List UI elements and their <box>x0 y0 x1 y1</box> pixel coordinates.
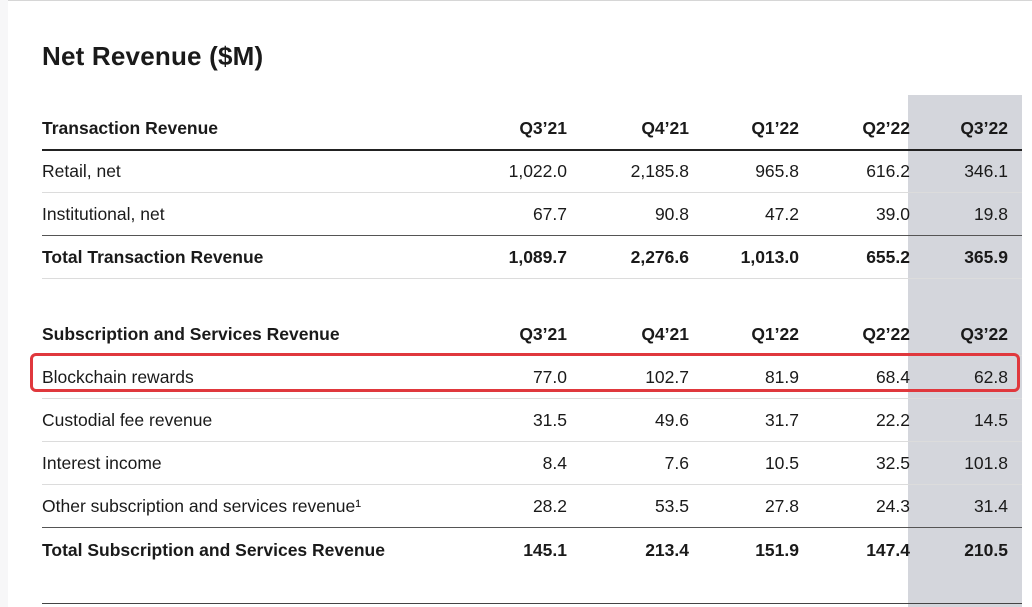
table-row: Institutional, net 67.7 90.8 47.2 39.0 1… <box>42 192 1022 236</box>
table-cell: 47.2 <box>764 204 799 224</box>
row-label: Interest income <box>42 453 162 473</box>
table-cell: 32.5 <box>875 453 910 473</box>
table-cell: 90.8 <box>654 204 689 224</box>
table-cell: 2,276.6 <box>630 247 689 267</box>
table-cell: 965.8 <box>755 161 799 181</box>
table-cell: 10.5 <box>764 453 799 473</box>
table-cell: 210.5 <box>964 540 1008 560</box>
page-title: Net Revenue ($M) <box>42 41 264 71</box>
row-label: Custodial fee revenue <box>42 410 213 430</box>
blockchain-rewards-highlight-box <box>30 353 1020 392</box>
section-header: Subscription and Services Revenue <box>42 324 340 344</box>
table-cell: 31.4 <box>973 496 1008 516</box>
table-row: Blockchain rewards 77.0 102.7 81.9 68.4 … <box>42 355 1022 399</box>
section-header: Transaction Revenue <box>42 118 219 138</box>
row-label: Total Transaction Revenue <box>42 247 264 267</box>
table-row: Custodial fee revenue 31.5 49.6 31.7 22.… <box>42 398 1022 442</box>
table-cell: 655.2 <box>866 247 910 267</box>
table-row: Other subscription and services revenue¹… <box>42 484 1022 528</box>
table-cell: 19.8 <box>973 204 1008 224</box>
table-cell: 62.8 <box>973 367 1008 387</box>
table-cell: 1,013.0 <box>740 247 799 267</box>
table-cell: 53.5 <box>654 496 689 516</box>
row-label: Retail, net <box>42 161 121 181</box>
column-header: Q2’22 <box>862 324 910 344</box>
column-header: Q4’21 <box>641 118 689 138</box>
revenue-card: Net Revenue ($M) Transaction Revenue Q3’… <box>8 0 1032 607</box>
row-label: Institutional, net <box>42 204 165 224</box>
table-cell: 101.8 <box>964 453 1008 473</box>
table-cell: 68.4 <box>875 367 910 387</box>
table-cell: 145.1 <box>523 540 567 560</box>
column-header: Q3’22 <box>960 118 1008 138</box>
table-cell: 2,185.8 <box>630 161 689 181</box>
table-cell: 24.3 <box>875 496 910 516</box>
table-cell: 49.6 <box>654 410 689 430</box>
column-header: Q4’21 <box>641 324 689 344</box>
table-cell: 28.2 <box>532 496 567 516</box>
table-bottom-rule <box>42 603 1022 604</box>
total-row: Total Transaction Revenue 1,089.7 2,276.… <box>42 235 1022 279</box>
row-label: Blockchain rewards <box>42 367 194 387</box>
table-cell: 14.5 <box>973 410 1008 430</box>
table-cell: 1,022.0 <box>508 161 567 181</box>
current-quarter-column-highlight <box>908 95 1022 607</box>
transaction-header-row: Transaction Revenue Q3’21 Q4’21 Q1’22 Q2… <box>42 106 1022 151</box>
table-cell: 81.9 <box>764 367 799 387</box>
table-cell: 7.6 <box>664 453 689 473</box>
column-header: Q3’21 <box>519 118 567 138</box>
table-cell: 39.0 <box>875 204 910 224</box>
row-label: Total Subscription and Services Revenue <box>42 540 385 560</box>
table-cell: 365.9 <box>964 247 1008 267</box>
table-cell: 77.0 <box>532 367 567 387</box>
table-cell: 213.4 <box>645 540 689 560</box>
total-row: Total Subscription and Services Revenue … <box>42 528 1022 571</box>
table-cell: 102.7 <box>645 367 689 387</box>
table-cell: 22.2 <box>875 410 910 430</box>
column-header: Q2’22 <box>862 118 910 138</box>
table-cell: 1,089.7 <box>508 247 567 267</box>
row-label: Other subscription and services revenue¹ <box>42 496 362 516</box>
column-header: Q3’21 <box>519 324 567 344</box>
column-header: Q1’22 <box>751 118 799 138</box>
table-cell: 147.4 <box>866 540 910 560</box>
table-cell: 67.7 <box>532 204 567 224</box>
column-header: Q1’22 <box>751 324 799 344</box>
table-cell: 31.7 <box>764 410 799 430</box>
table-cell: 31.5 <box>532 410 567 430</box>
table-cell: 27.8 <box>764 496 799 516</box>
column-header: Q3’22 <box>960 324 1008 344</box>
table-cell: 616.2 <box>866 161 910 181</box>
table-row: Retail, net 1,022.0 2,185.8 965.8 616.2 … <box>42 149 1022 193</box>
table-row: Interest income 8.4 7.6 10.5 32.5 101.8 <box>42 441 1022 485</box>
table-cell: 346.1 <box>964 161 1008 181</box>
subscription-header-row: Subscription and Services Revenue Q3’21 … <box>42 312 1022 356</box>
table-cell: 8.4 <box>542 453 567 473</box>
table-cell: 151.9 <box>755 540 799 560</box>
